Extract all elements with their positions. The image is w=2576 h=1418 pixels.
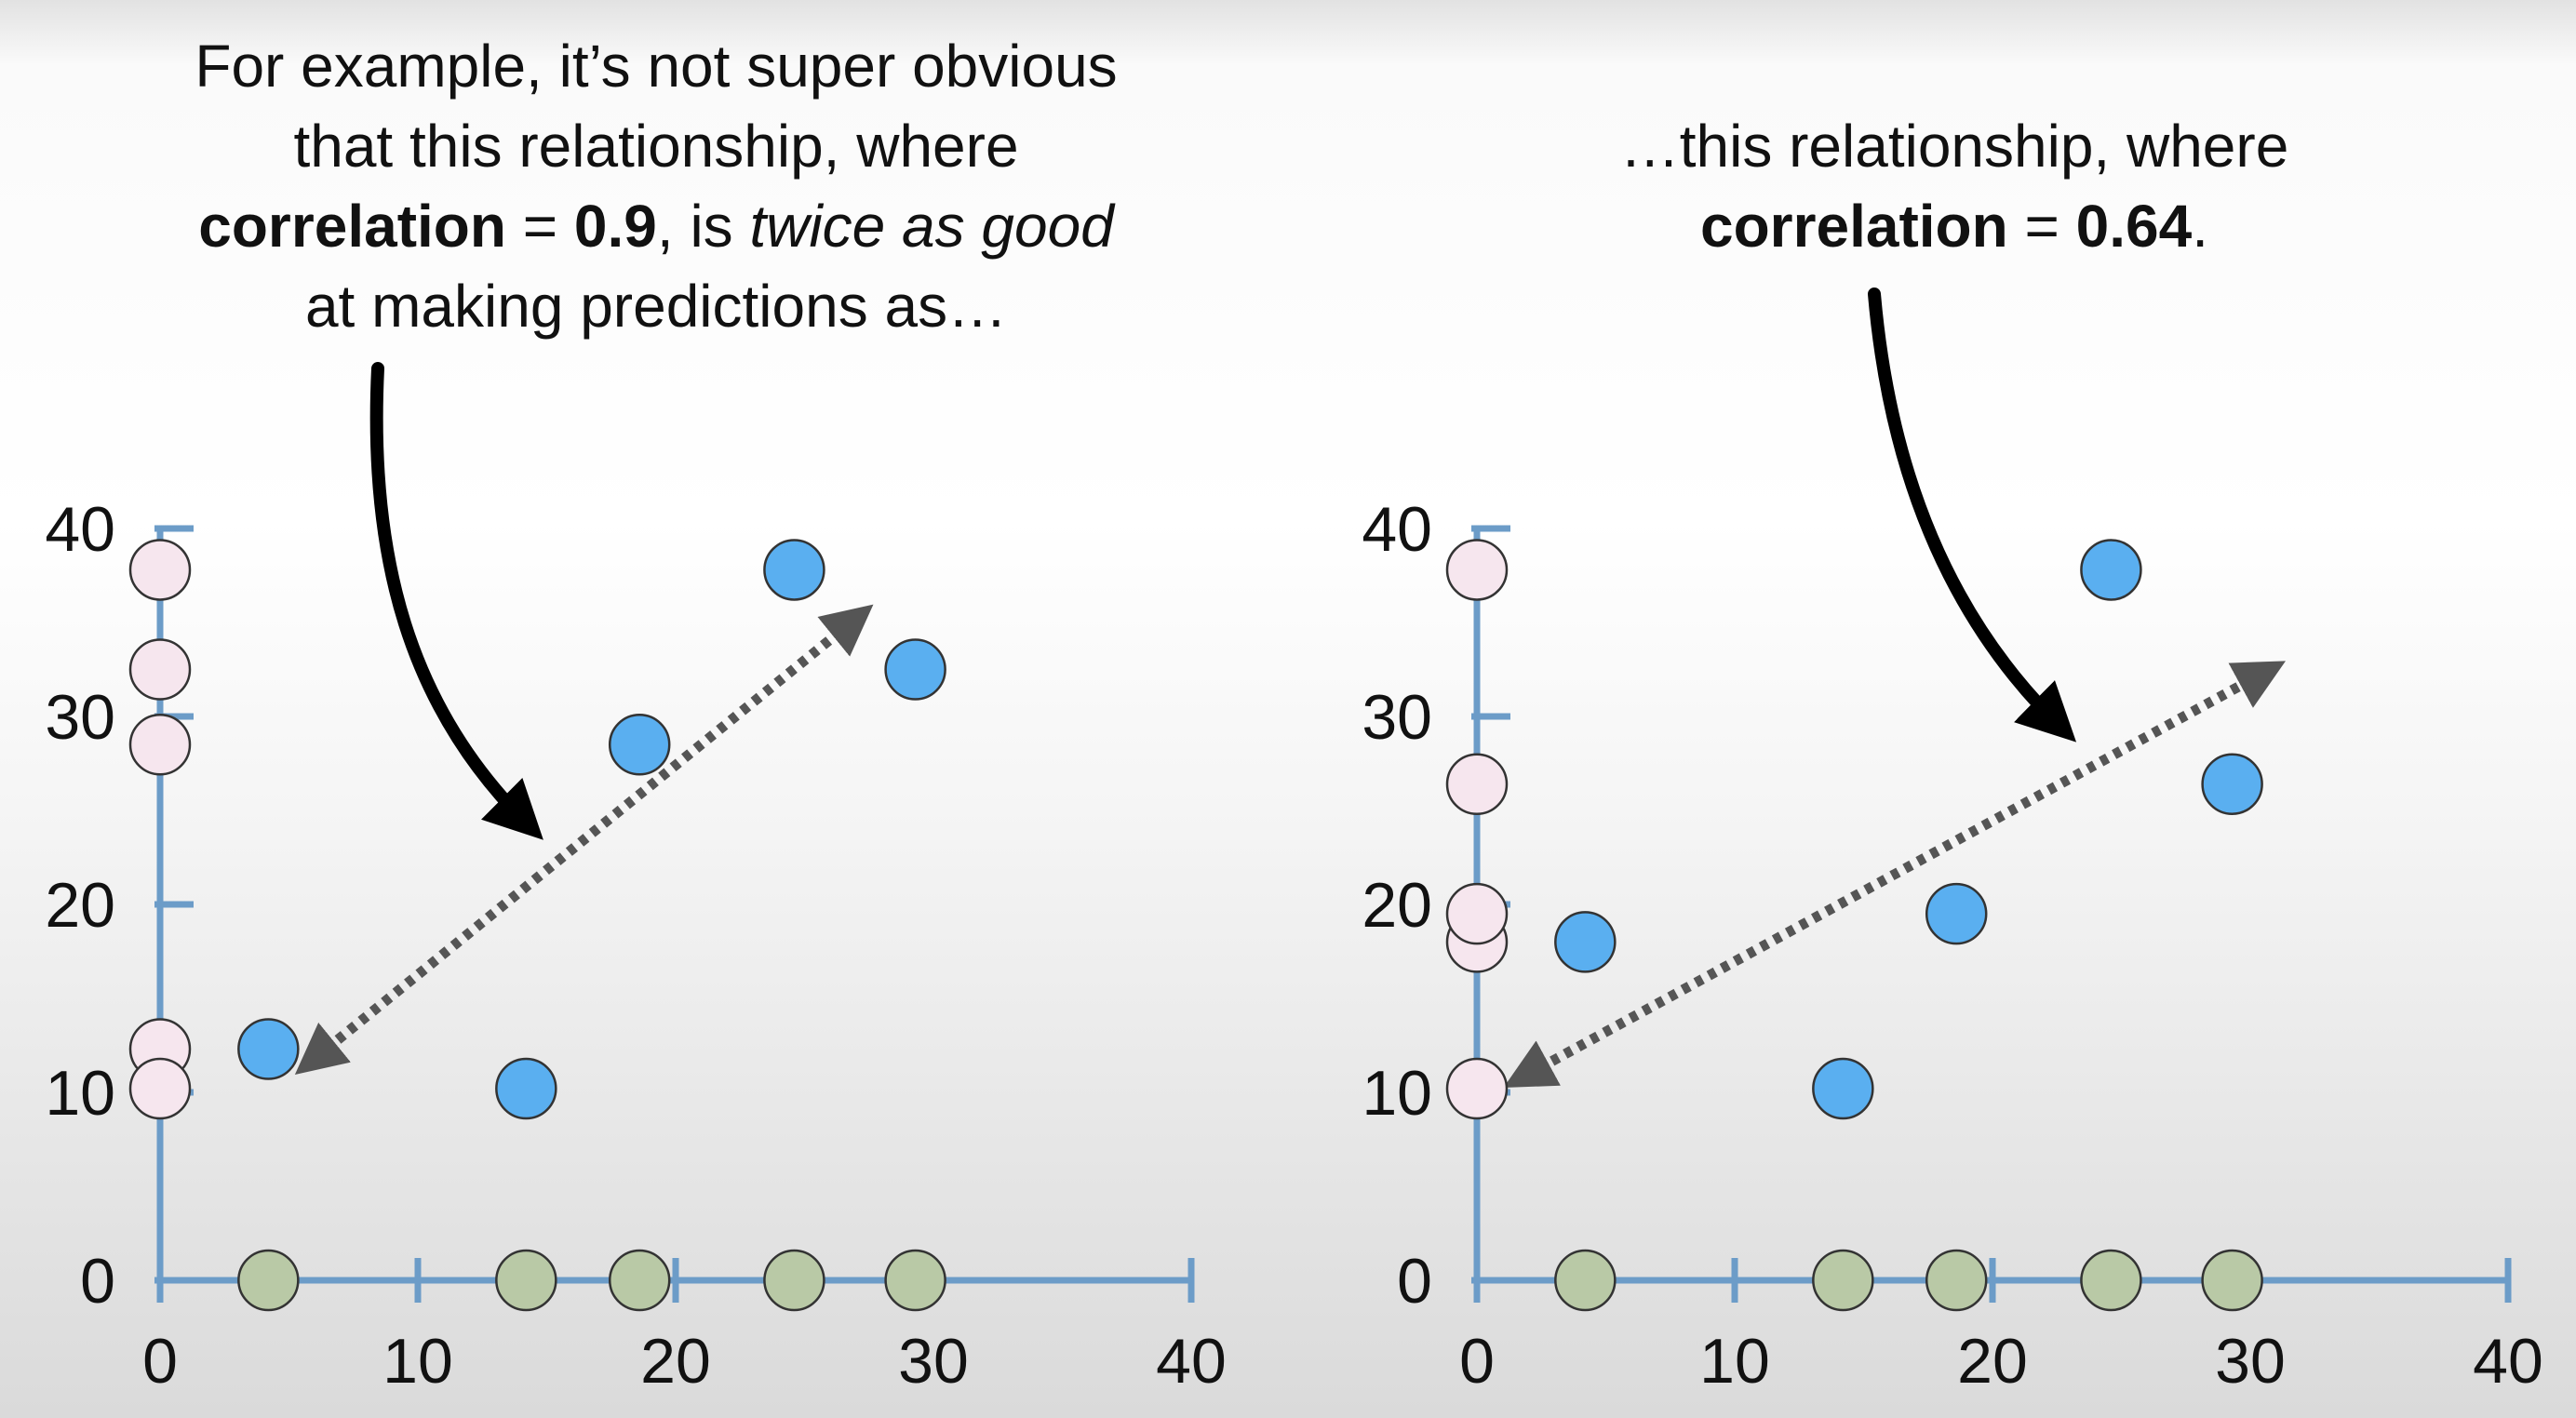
x-projection-point xyxy=(1812,1249,1874,1312)
caption-left-line-3: correlation = 0.9, is twice as good xyxy=(93,186,1219,266)
data-point xyxy=(763,539,825,601)
x-projection-point xyxy=(1925,1249,1988,1312)
x-projection-point xyxy=(2080,1249,2142,1312)
x-tick-label: 40 xyxy=(2473,1326,2543,1397)
x-projection-point xyxy=(237,1249,300,1312)
data-point xyxy=(2080,539,2142,601)
x-tick-label: 40 xyxy=(1156,1326,1227,1397)
x-tick-label: 10 xyxy=(1699,1326,1770,1397)
x-projection-point xyxy=(495,1249,557,1312)
curved-arrow-left xyxy=(369,362,543,840)
y-projection-point xyxy=(128,1057,192,1120)
y-projection-point xyxy=(128,638,192,701)
caption-left-line-2: that this relationship, where xyxy=(293,113,1019,180)
x-tick-label: 30 xyxy=(898,1326,969,1397)
data-point xyxy=(495,1057,557,1120)
y-tick-label: 20 xyxy=(1362,870,1432,941)
x-projection-point xyxy=(763,1249,825,1312)
caption-right-line-2: correlation = 0.64. xyxy=(1489,186,2420,266)
data-point xyxy=(1554,911,1617,973)
caption-left-line-1: For example, it’s not super obvious xyxy=(195,33,1118,100)
correlation-label: correlation xyxy=(198,193,506,260)
x-projection-point xyxy=(2201,1249,2263,1312)
x-projection-point xyxy=(608,1249,671,1312)
caption-right: …this relationship, where correlation = … xyxy=(1489,106,2420,266)
y-projection-point xyxy=(1445,539,1509,601)
x-tick-label: 0 xyxy=(1459,1326,1495,1397)
equals-sign: = xyxy=(505,193,574,260)
scatter-plot-1: 0 10 20 30 40 0 10 20 30 40 xyxy=(45,494,1226,1397)
equals-sign: = xyxy=(2007,193,2076,260)
y-projection-point xyxy=(1445,753,1509,815)
data-point xyxy=(884,638,946,701)
plots-group: 0 10 20 30 40 0 10 20 30 40 0 10 20 30 40 0 10 20 30 40 xyxy=(45,494,2542,1397)
correlation-value: 0.64 xyxy=(2075,193,2193,260)
y-tick-label: 30 xyxy=(1362,682,1432,753)
x-projection-point xyxy=(884,1249,946,1312)
data-point xyxy=(2201,753,2263,815)
y-tick-label: 20 xyxy=(45,870,115,941)
y-tick-label: 10 xyxy=(45,1058,115,1129)
trend-dotted-arrow xyxy=(1503,661,2286,1088)
curved-arrow-right xyxy=(1868,288,2077,742)
y-projection-point xyxy=(128,539,192,601)
y-tick-label: 10 xyxy=(1362,1058,1432,1129)
emphasis-text: twice as good xyxy=(749,193,1114,260)
y-tick-label: 40 xyxy=(1362,494,1432,565)
y-tick-label: 30 xyxy=(45,682,115,753)
x-tick-label: 0 xyxy=(142,1326,178,1397)
y-tick-label: 40 xyxy=(45,494,115,565)
caption-period: . xyxy=(2192,193,2209,260)
correlation-label: correlation xyxy=(1699,193,2008,260)
y-tick-label: 0 xyxy=(1397,1246,1432,1317)
correlation-value: 0.9 xyxy=(573,193,657,260)
x-projection-point xyxy=(1554,1249,1617,1312)
trend-dotted-arrow xyxy=(294,604,874,1075)
caption-left: For example, it’s not super obvious that… xyxy=(93,26,1219,346)
scatter-plot-2: 0 10 20 30 40 0 10 20 30 40 xyxy=(1362,494,2542,1397)
y-projection-point xyxy=(1445,882,1509,945)
caption-text: , is xyxy=(656,193,750,260)
x-tick-label: 20 xyxy=(1957,1326,2028,1397)
x-tick-label: 10 xyxy=(382,1326,453,1397)
data-point xyxy=(608,714,671,776)
x-tick-label: 30 xyxy=(2215,1326,2286,1397)
data-point xyxy=(237,1018,300,1080)
caption-left-line-4: at making predictions as… xyxy=(304,273,1008,340)
y-projection-point xyxy=(128,714,192,776)
x-tick-label: 20 xyxy=(640,1326,711,1397)
y-projection-point xyxy=(1445,1057,1509,1120)
y-tick-label: 0 xyxy=(80,1246,115,1317)
data-point xyxy=(1925,882,1988,945)
data-point xyxy=(1812,1057,1874,1120)
caption-right-line-1: …this relationship, where xyxy=(1619,113,2289,180)
